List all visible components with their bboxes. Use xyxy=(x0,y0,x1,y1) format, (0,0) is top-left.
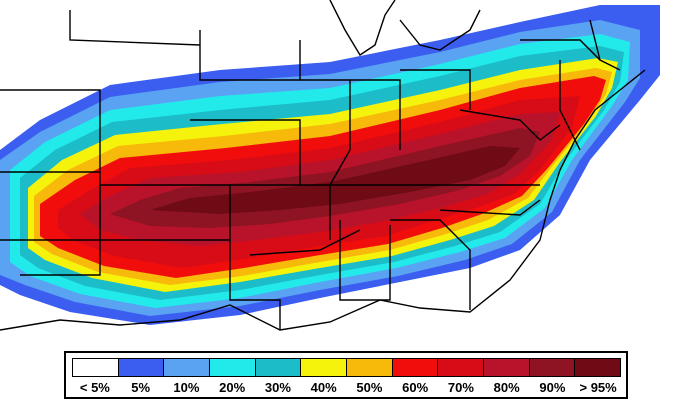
great-lakes-outline xyxy=(329,0,481,56)
border-line xyxy=(459,109,561,141)
legend-label: 40% xyxy=(310,380,337,395)
border-line xyxy=(249,229,361,256)
border-line xyxy=(350,79,401,150)
legend: < 5% 5% 10% 20% 30% 40% 50% 60% 70% 80% 90% > 95% xyxy=(64,351,628,399)
legend-swatch xyxy=(255,359,302,376)
legend-swatch xyxy=(529,359,576,376)
border-line xyxy=(190,119,301,185)
legend-label: 80% xyxy=(493,380,520,395)
border-line xyxy=(229,240,281,330)
border-line xyxy=(390,219,471,310)
legend-swatch xyxy=(210,359,256,376)
legend-label: > 95% xyxy=(579,380,617,395)
legend-swatch xyxy=(438,359,485,376)
border-line xyxy=(439,199,541,216)
legend-swatch xyxy=(73,359,119,376)
legend-labels: < 5% 5% 10% 20% 30% 40% 50% 60% 70% 80% 90% > 95% xyxy=(72,380,621,396)
border-line xyxy=(589,19,601,61)
legend-swatch xyxy=(392,359,439,376)
border-line xyxy=(400,69,471,110)
legend-swatch xyxy=(164,359,211,376)
band-95pct xyxy=(150,146,520,214)
legend-swatch xyxy=(575,359,621,376)
border-line xyxy=(199,30,301,81)
legend-label: 30% xyxy=(264,380,291,395)
border-line xyxy=(300,79,351,186)
legend-swatches xyxy=(72,358,621,377)
legend-label: < 5% xyxy=(79,380,110,395)
probability-bands xyxy=(0,5,660,325)
border-line xyxy=(100,184,231,241)
legend-label: 90% xyxy=(539,380,566,395)
legend-swatch xyxy=(347,359,393,376)
legend-swatch xyxy=(118,359,165,376)
border-line xyxy=(69,10,201,46)
border-line xyxy=(559,60,581,151)
border-line xyxy=(339,220,391,301)
legend-label: 5% xyxy=(131,380,151,395)
border-line xyxy=(520,39,621,71)
legend-label: 50% xyxy=(356,380,383,395)
state-borders xyxy=(0,0,646,331)
coastline xyxy=(0,69,646,331)
border-line xyxy=(20,185,101,276)
legend-label: 20% xyxy=(219,380,246,395)
legend-swatch xyxy=(301,359,348,376)
border-line xyxy=(0,89,101,241)
legend-swatch xyxy=(484,359,530,376)
legend-label: 10% xyxy=(173,380,200,395)
legend-label: 60% xyxy=(402,380,429,395)
legend-label: 70% xyxy=(447,380,474,395)
